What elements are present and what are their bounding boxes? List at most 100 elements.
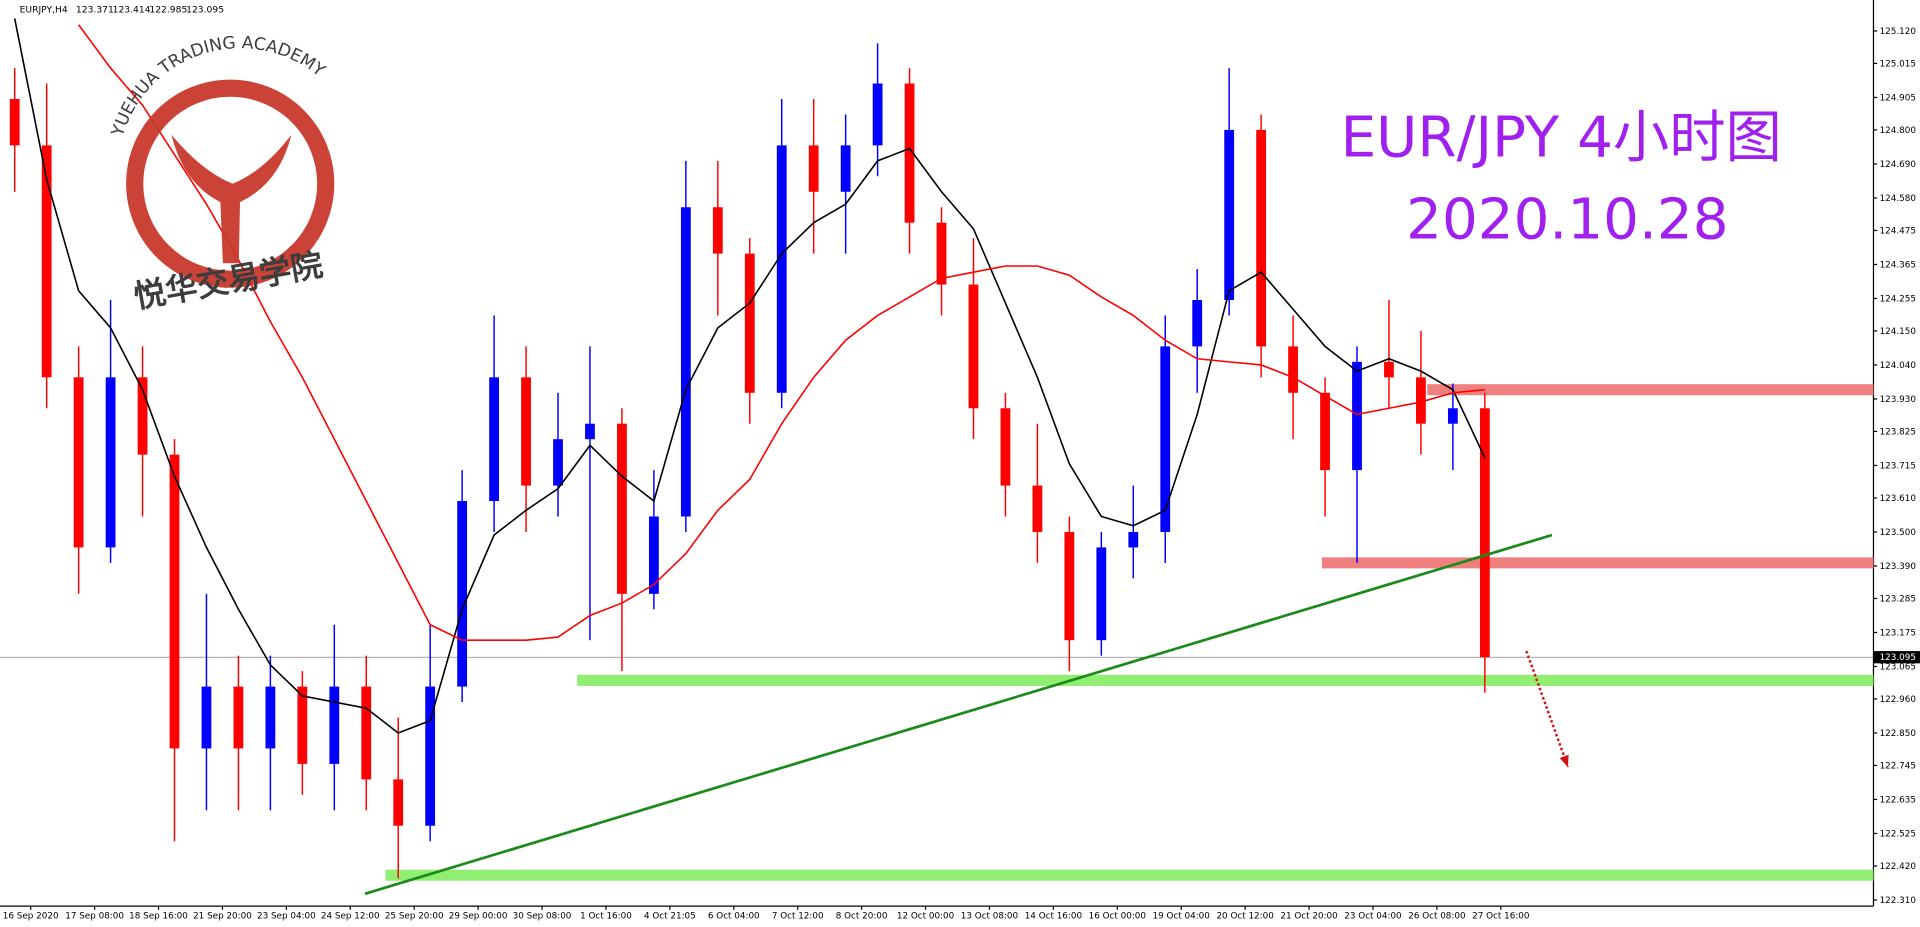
candle-body xyxy=(41,145,52,378)
y-tick-label: 123.715 xyxy=(1880,462,1916,472)
chart-title: EUR/JPY 4小时图 xyxy=(1341,105,1782,170)
level-zone xyxy=(1427,384,1874,396)
candle-body xyxy=(1160,346,1171,532)
candle-body xyxy=(872,83,883,146)
candle-body xyxy=(1384,361,1394,378)
y-tick-label: 122.420 xyxy=(1880,862,1917,872)
candle-body xyxy=(1192,300,1203,347)
x-tick-label: 7 Oct 12:00 xyxy=(772,911,824,921)
header-value: 123.414 xyxy=(113,4,151,15)
x-tick-label: 4 Oct 21:05 xyxy=(644,911,696,921)
x-tick-label: 29 Sep 00:00 xyxy=(449,911,508,921)
x-tick-label: 12 Oct 00:00 xyxy=(897,911,955,921)
x-tick-label: 30 Sep 08:00 xyxy=(513,911,572,921)
level-zone xyxy=(577,674,1874,686)
candle-body xyxy=(1128,531,1139,548)
candle-body xyxy=(1256,129,1267,347)
header-value: 123.371 xyxy=(76,4,114,15)
y-tick-label: 124.255 xyxy=(1880,295,1916,305)
candle-body xyxy=(393,779,404,826)
candle-body xyxy=(648,516,659,594)
y-tick-label: 124.365 xyxy=(1880,261,1916,271)
candle-body xyxy=(1479,408,1490,658)
candle-body xyxy=(1000,408,1011,486)
y-tick-label: 122.960 xyxy=(1880,695,1917,705)
candle-body xyxy=(1032,485,1043,532)
candle-body xyxy=(201,686,212,749)
y-tick-label: 124.800 xyxy=(1880,126,1917,136)
candle-body xyxy=(776,145,787,393)
x-tick-label: 16 Oct 00:00 xyxy=(1089,911,1147,921)
candle-body xyxy=(1416,377,1426,424)
x-tick-label: 1 Oct 16:00 xyxy=(580,911,632,921)
candle-body xyxy=(1096,547,1107,641)
ma-fast-line xyxy=(13,18,1486,734)
candle-body xyxy=(840,145,851,192)
current-price-label: 123.095 xyxy=(1880,653,1916,663)
y-tick-label: 122.310 xyxy=(1880,896,1917,906)
candle-body xyxy=(105,377,116,548)
y-tick-label: 123.175 xyxy=(1880,629,1916,639)
candle-body xyxy=(680,207,691,517)
x-tick-label: 21 Oct 20:00 xyxy=(1280,911,1338,921)
candle-body xyxy=(904,83,915,223)
candle-body xyxy=(1320,392,1330,471)
candle-body xyxy=(521,377,531,486)
x-tick-label: 24 Sep 12:00 xyxy=(321,911,380,921)
candle-body xyxy=(617,423,627,594)
y-tick-label: 125.120 xyxy=(1880,27,1917,37)
x-tick-label: 23 Oct 04:00 xyxy=(1344,911,1402,921)
x-tick-label: 8 Oct 20:00 xyxy=(836,911,888,921)
chart-subtitle: 2020.10.28 xyxy=(1406,188,1728,253)
candle-body xyxy=(968,284,979,409)
level-zone xyxy=(385,869,1874,881)
candle-body xyxy=(585,423,595,440)
candle-body xyxy=(744,253,755,393)
y-tick-label: 125.015 xyxy=(1880,59,1916,69)
y-tick-label: 124.690 xyxy=(1880,160,1917,170)
candle-body xyxy=(9,98,20,146)
x-tick-label: 18 Sep 16:00 xyxy=(129,911,188,921)
header-value: 123.095 xyxy=(186,4,224,15)
x-tick-label: 13 Oct 08:00 xyxy=(961,911,1019,921)
candle-body xyxy=(1447,408,1458,424)
x-tick-label: 25 Sep 20:00 xyxy=(385,911,444,921)
x-tick-label: 20 Oct 12:00 xyxy=(1216,911,1274,921)
y-tick-label: 124.905 xyxy=(1880,94,1916,104)
candle-body xyxy=(489,377,499,502)
arrow-shaft xyxy=(1525,650,1570,768)
level-zone xyxy=(1321,557,1874,569)
x-tick-label: 23 Sep 04:00 xyxy=(257,911,316,921)
arrow-head xyxy=(1559,754,1569,767)
ma-slow-line xyxy=(77,24,1485,641)
x-tick-label: 26 Oct 08:00 xyxy=(1408,911,1466,921)
candle-body xyxy=(73,377,84,548)
header-value: 122.985 xyxy=(149,4,187,15)
x-tick-label: 17 Sep 08:00 xyxy=(65,911,124,921)
candle-body xyxy=(457,501,468,687)
y-tick-label: 123.285 xyxy=(1880,595,1916,605)
y-tick-label: 123.065 xyxy=(1880,663,1916,673)
candle-body xyxy=(553,439,563,486)
candle-body xyxy=(712,207,723,254)
y-tick-label: 122.635 xyxy=(1880,796,1916,806)
candle-body xyxy=(1288,346,1298,393)
candle-body xyxy=(936,222,947,285)
y-tick-label: 123.610 xyxy=(1880,494,1917,504)
y-tick-label: 122.745 xyxy=(1880,762,1916,772)
y-tick-label: 124.040 xyxy=(1880,361,1917,371)
candle-body xyxy=(329,686,340,764)
y-tick-label: 122.525 xyxy=(1880,830,1916,840)
logo-ring xyxy=(126,79,335,288)
y-tick-label: 124.150 xyxy=(1880,327,1917,337)
trendline xyxy=(364,533,1553,896)
x-tick-label: 16 Sep 2020 xyxy=(3,911,59,921)
candle-body xyxy=(265,686,276,749)
current-price-box xyxy=(1873,651,1920,664)
x-tick-label: 21 Sep 20:00 xyxy=(193,911,252,921)
x-tick-label: 19 Oct 04:00 xyxy=(1153,911,1211,921)
candle-body xyxy=(169,454,180,749)
x-tick-label: 6 Oct 04:00 xyxy=(708,911,760,921)
candle-body xyxy=(1064,531,1075,641)
